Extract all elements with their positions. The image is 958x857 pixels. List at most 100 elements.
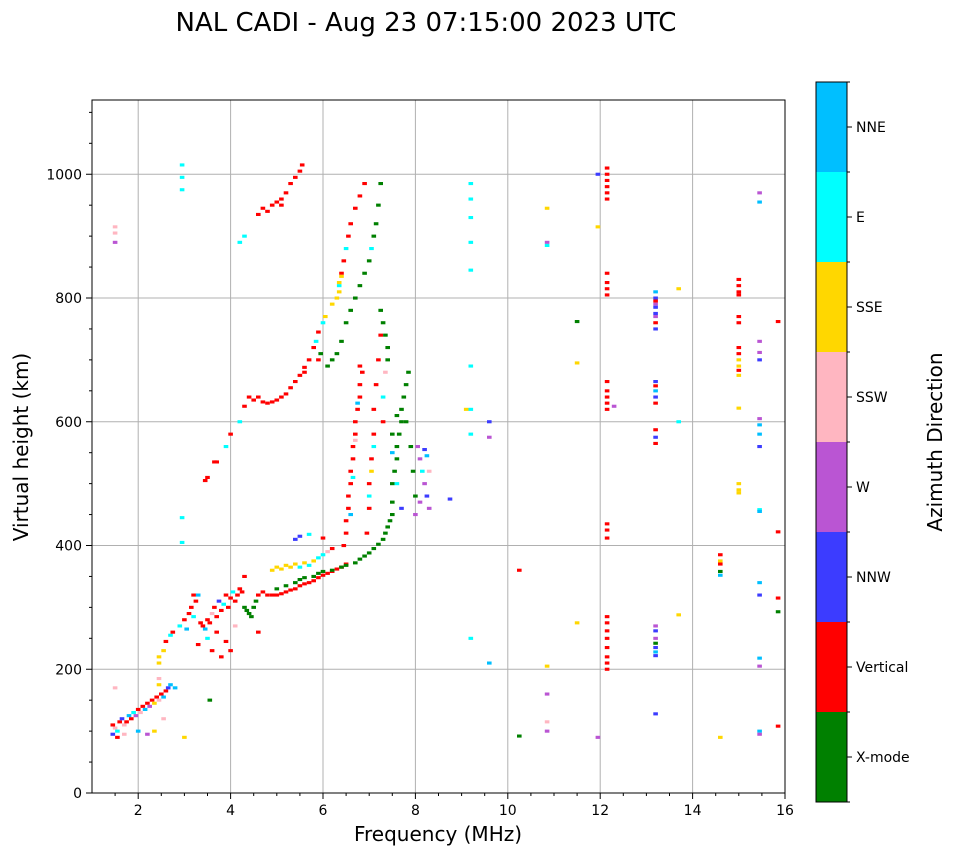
x-tick-label: 2 [134, 803, 143, 819]
echo-point [242, 234, 247, 238]
echo-point [228, 596, 233, 600]
echo-point [246, 395, 252, 399]
echo-point [112, 225, 118, 229]
echo-point [653, 401, 658, 405]
azimuth-colorbar: X-mode Vertical NNW W SSW SSE E NNE [815, 81, 910, 803]
echo-point [207, 698, 213, 702]
echo-point [380, 420, 386, 424]
echo-point [385, 358, 390, 362]
echo-point [775, 320, 781, 324]
echo-point [156, 698, 162, 702]
echo-point [156, 683, 162, 687]
echo-point [408, 445, 414, 449]
echo-point [313, 339, 319, 343]
echo-point [676, 613, 681, 617]
echo-point [376, 203, 381, 207]
echo-point [736, 315, 742, 319]
echo-point [302, 365, 307, 369]
echo-point [348, 469, 353, 473]
echo-point [736, 488, 742, 492]
echo-point [177, 624, 183, 628]
echo-point [302, 576, 307, 580]
colorbar-label-sse: SSE [856, 300, 883, 316]
echo-point [364, 531, 370, 535]
echo-point [369, 469, 374, 473]
echo-point [168, 633, 173, 637]
echo-point [417, 500, 423, 504]
echo-point [251, 398, 256, 402]
echo-point [343, 531, 349, 535]
echo-point [757, 593, 762, 597]
colorbar-label-w: W [856, 480, 870, 496]
echo-point [269, 568, 275, 572]
echo-point [232, 624, 238, 628]
echo-point [362, 554, 367, 558]
echo-point [145, 701, 150, 705]
echo-point [219, 608, 224, 612]
echo-point [757, 445, 762, 449]
echo-point [653, 380, 658, 384]
echo-point [186, 612, 192, 616]
echo-point [348, 513, 353, 517]
echo-point [378, 182, 383, 186]
echo-point [350, 445, 356, 449]
echo-point [302, 582, 307, 586]
echo-point [517, 734, 522, 738]
echo-point [353, 420, 358, 424]
echo-point [279, 567, 284, 571]
echo-point [323, 315, 328, 319]
echo-point [366, 494, 372, 498]
echo-point [380, 537, 386, 541]
x-tick-label: 6 [319, 803, 328, 819]
echo-point [336, 281, 342, 285]
echo-point [242, 404, 247, 408]
echo-point [119, 717, 125, 721]
echo-point [161, 649, 166, 653]
echo-point [420, 469, 425, 473]
echo-point [544, 692, 550, 696]
echo-point [736, 482, 742, 486]
echo-point [334, 567, 340, 571]
echo-point [574, 361, 580, 365]
echo-point [604, 172, 610, 176]
echo-point [775, 596, 781, 600]
echo-point [544, 206, 550, 210]
echo-point [424, 494, 430, 498]
echo-point [736, 373, 742, 377]
echo-point [390, 513, 395, 517]
echo-point [223, 639, 229, 643]
echo-point [182, 618, 187, 622]
echo-point [574, 320, 580, 324]
echo-point [212, 605, 217, 609]
echo-point [775, 610, 781, 614]
echo-point [413, 513, 418, 517]
echo-point [320, 321, 326, 325]
echo-point [256, 212, 261, 216]
echo-point [604, 281, 610, 285]
echo-point [366, 482, 372, 486]
echo-point [274, 593, 280, 597]
echo-point [757, 664, 762, 668]
colorbar-label: Azimuth Direction [923, 352, 947, 531]
echo-point [736, 293, 742, 297]
echo-point [279, 197, 284, 201]
echo-point [736, 491, 742, 495]
echo-point [604, 621, 610, 625]
echo-point [604, 661, 610, 665]
echo-point [191, 593, 196, 597]
echo-point [403, 420, 409, 424]
echo-point [302, 561, 307, 565]
colorbar-label-nne: NNE [856, 120, 886, 136]
echo-point [115, 729, 120, 733]
echo-point [757, 191, 762, 195]
echo-point [112, 231, 118, 235]
echo-point [156, 661, 162, 665]
echo-point [736, 358, 742, 362]
colorbar-label-x-mode: X-mode [856, 750, 910, 766]
echo-point [653, 296, 658, 300]
echo-point [653, 441, 658, 445]
echo-point [653, 624, 658, 628]
echo-point [371, 234, 377, 238]
echo-point [293, 581, 298, 585]
echo-point [595, 225, 601, 229]
